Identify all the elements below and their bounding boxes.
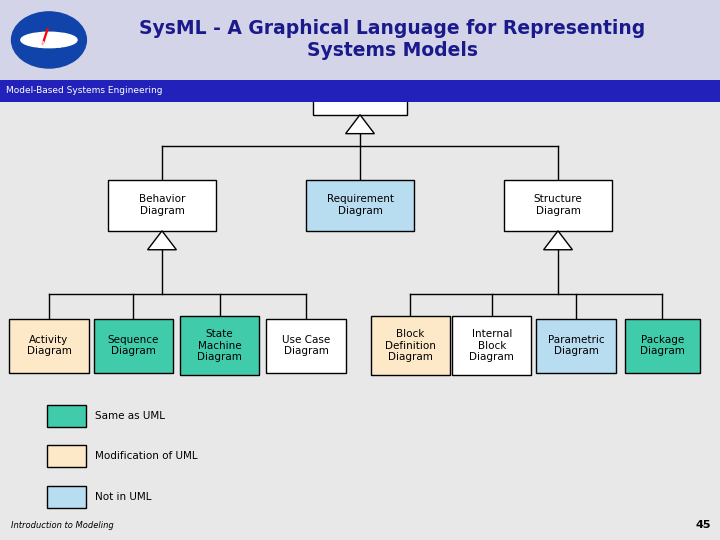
Ellipse shape xyxy=(21,32,77,48)
Text: Model-Based Systems Engineering: Model-Based Systems Engineering xyxy=(6,86,162,95)
Text: Requirement
Diagram: Requirement Diagram xyxy=(326,194,394,216)
Text: Activity
Diagram: Activity Diagram xyxy=(27,335,71,356)
Text: Use Case
Diagram: Use Case Diagram xyxy=(282,335,330,356)
Bar xyxy=(9,319,89,373)
Text: Behavior
Diagram: Behavior Diagram xyxy=(139,194,185,216)
Text: Sequence
Diagram: Sequence Diagram xyxy=(107,335,159,356)
Text: State
Machine
Diagram: State Machine Diagram xyxy=(197,329,242,362)
Polygon shape xyxy=(148,231,176,249)
Bar xyxy=(0,80,720,102)
Bar xyxy=(108,180,216,231)
Bar xyxy=(536,319,616,373)
Text: Modification of UML: Modification of UML xyxy=(95,451,198,461)
Bar xyxy=(371,316,450,375)
Text: Internal
Block
Diagram: Internal Block Diagram xyxy=(469,329,514,362)
Text: Parametric
Diagram: Parametric Diagram xyxy=(548,335,604,356)
Text: 45: 45 xyxy=(696,520,711,530)
Bar xyxy=(504,180,612,231)
Bar xyxy=(0,0,720,80)
Text: NASA: NASA xyxy=(37,41,60,50)
Bar xyxy=(306,180,414,231)
Bar xyxy=(266,319,346,373)
Text: Block
Definition
Diagram: Block Definition Diagram xyxy=(385,329,436,362)
Bar xyxy=(47,486,86,508)
Bar xyxy=(625,319,701,373)
Text: Package
Diagram: Package Diagram xyxy=(640,335,685,356)
Bar xyxy=(47,446,86,467)
Text: /: / xyxy=(41,27,50,48)
Text: SysML - A Graphical Language for Representing
Systems Models: SysML - A Graphical Language for Represe… xyxy=(139,19,646,60)
Text: Introduction to Modeling: Introduction to Modeling xyxy=(11,521,114,530)
Polygon shape xyxy=(346,115,374,134)
Text: Same as UML: Same as UML xyxy=(95,411,165,421)
Bar xyxy=(180,316,259,375)
Bar xyxy=(94,319,173,373)
Polygon shape xyxy=(544,231,572,249)
Circle shape xyxy=(12,12,86,68)
Text: Structure
Diagram: Structure Diagram xyxy=(534,194,582,216)
Bar xyxy=(452,316,531,375)
Bar xyxy=(313,64,407,115)
Text: Not in UML: Not in UML xyxy=(95,492,151,502)
Bar xyxy=(47,405,86,427)
Text: SysML
Diagram: SysML Diagram xyxy=(338,78,382,100)
